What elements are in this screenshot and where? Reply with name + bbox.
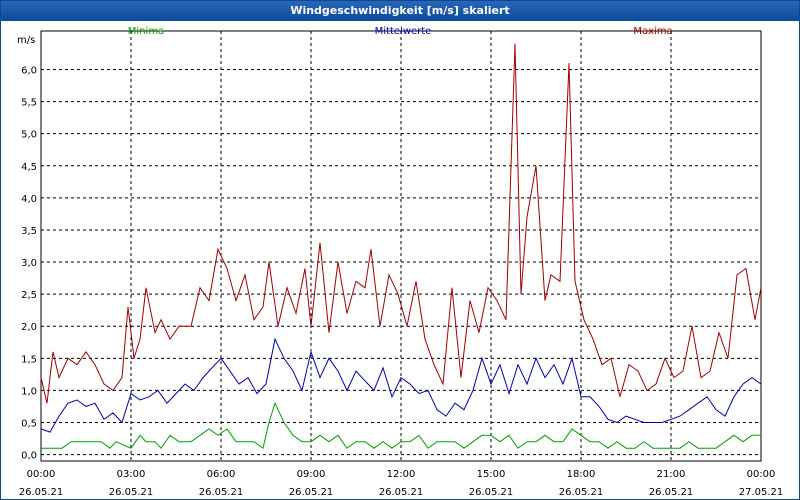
y-tick-label: 5,0: [21, 130, 37, 141]
x-tick-date: 26.05.21: [649, 487, 694, 498]
y-tick-label: 0,5: [21, 418, 37, 429]
x-tick-date: 26.05.21: [379, 487, 424, 498]
legend-minima: Minima: [128, 26, 164, 37]
y-tick-label: 2,5: [21, 290, 37, 301]
x-tick-time: 06:00: [207, 469, 236, 480]
y-tick-label: 4,5: [21, 162, 37, 173]
y-axis-label: m/s: [17, 35, 35, 46]
legend-maxima: Maxima: [633, 26, 672, 37]
y-tick-label: 0,0: [21, 451, 37, 462]
y-tick-label: 3,0: [21, 258, 37, 269]
series-line-maxima: [40, 43, 762, 404]
x-tick-time: 18:00: [567, 469, 596, 480]
legend-mittelwerte: Mittelwerte: [375, 26, 432, 37]
series-line-mittelwerte: [40, 337, 762, 433]
x-tick-date: 26.05.21: [19, 487, 64, 498]
y-tick-label: 1,5: [21, 354, 37, 365]
x-tick-labels: 00:00 26.05.21 03:00 26.05.21 06:00 26.05.21 0…: [19, 469, 784, 498]
x-tick-time: 09:00: [297, 469, 326, 480]
x-tick-date: 26.05.21: [469, 487, 514, 498]
x-tick-time: 21:00: [657, 469, 686, 480]
series-lines: [40, 43, 762, 450]
grid-lines: [41, 31, 761, 461]
series-line-minima: [41, 401, 761, 450]
plot-area: [40, 30, 762, 462]
x-tick-time: 12:00: [387, 469, 416, 480]
x-tick-time: 00:00: [27, 469, 56, 480]
x-tick-date: 26.05.21: [559, 487, 604, 498]
chart-title: Windgeschwindigkeit [m/s] skaliert: [1, 1, 799, 21]
x-tick-date: 27.05.21: [739, 487, 784, 498]
x-tick-date: 26.05.21: [289, 487, 334, 498]
y-tick-label: 3,5: [21, 226, 37, 237]
y-tick-labels: 0,0 0,5 1,0 1,5 2,0 2,5 3,0 3,5 4,0 4,5 5,0 5,5 6,0: [21, 66, 37, 462]
x-tick-time: 03:00: [117, 469, 146, 480]
y-tick-label: 4,0: [21, 194, 37, 205]
x-tick-date: 26.05.21: [199, 487, 244, 498]
y-tick-label: 1,0: [21, 386, 37, 397]
x-tick-time: 00:00: [747, 469, 776, 480]
wind-speed-chart: m/s Minima Mittelwerte Maxima 0,0 0,5 1,0 1…: [17, 26, 784, 498]
y-tick-label: 6,0: [21, 66, 37, 77]
y-tick-label: 2,0: [21, 322, 37, 333]
x-tick-time: 15:00: [477, 469, 506, 480]
x-tick-date: 26.05.21: [109, 487, 154, 498]
y-tick-label: 5,5: [21, 98, 37, 109]
